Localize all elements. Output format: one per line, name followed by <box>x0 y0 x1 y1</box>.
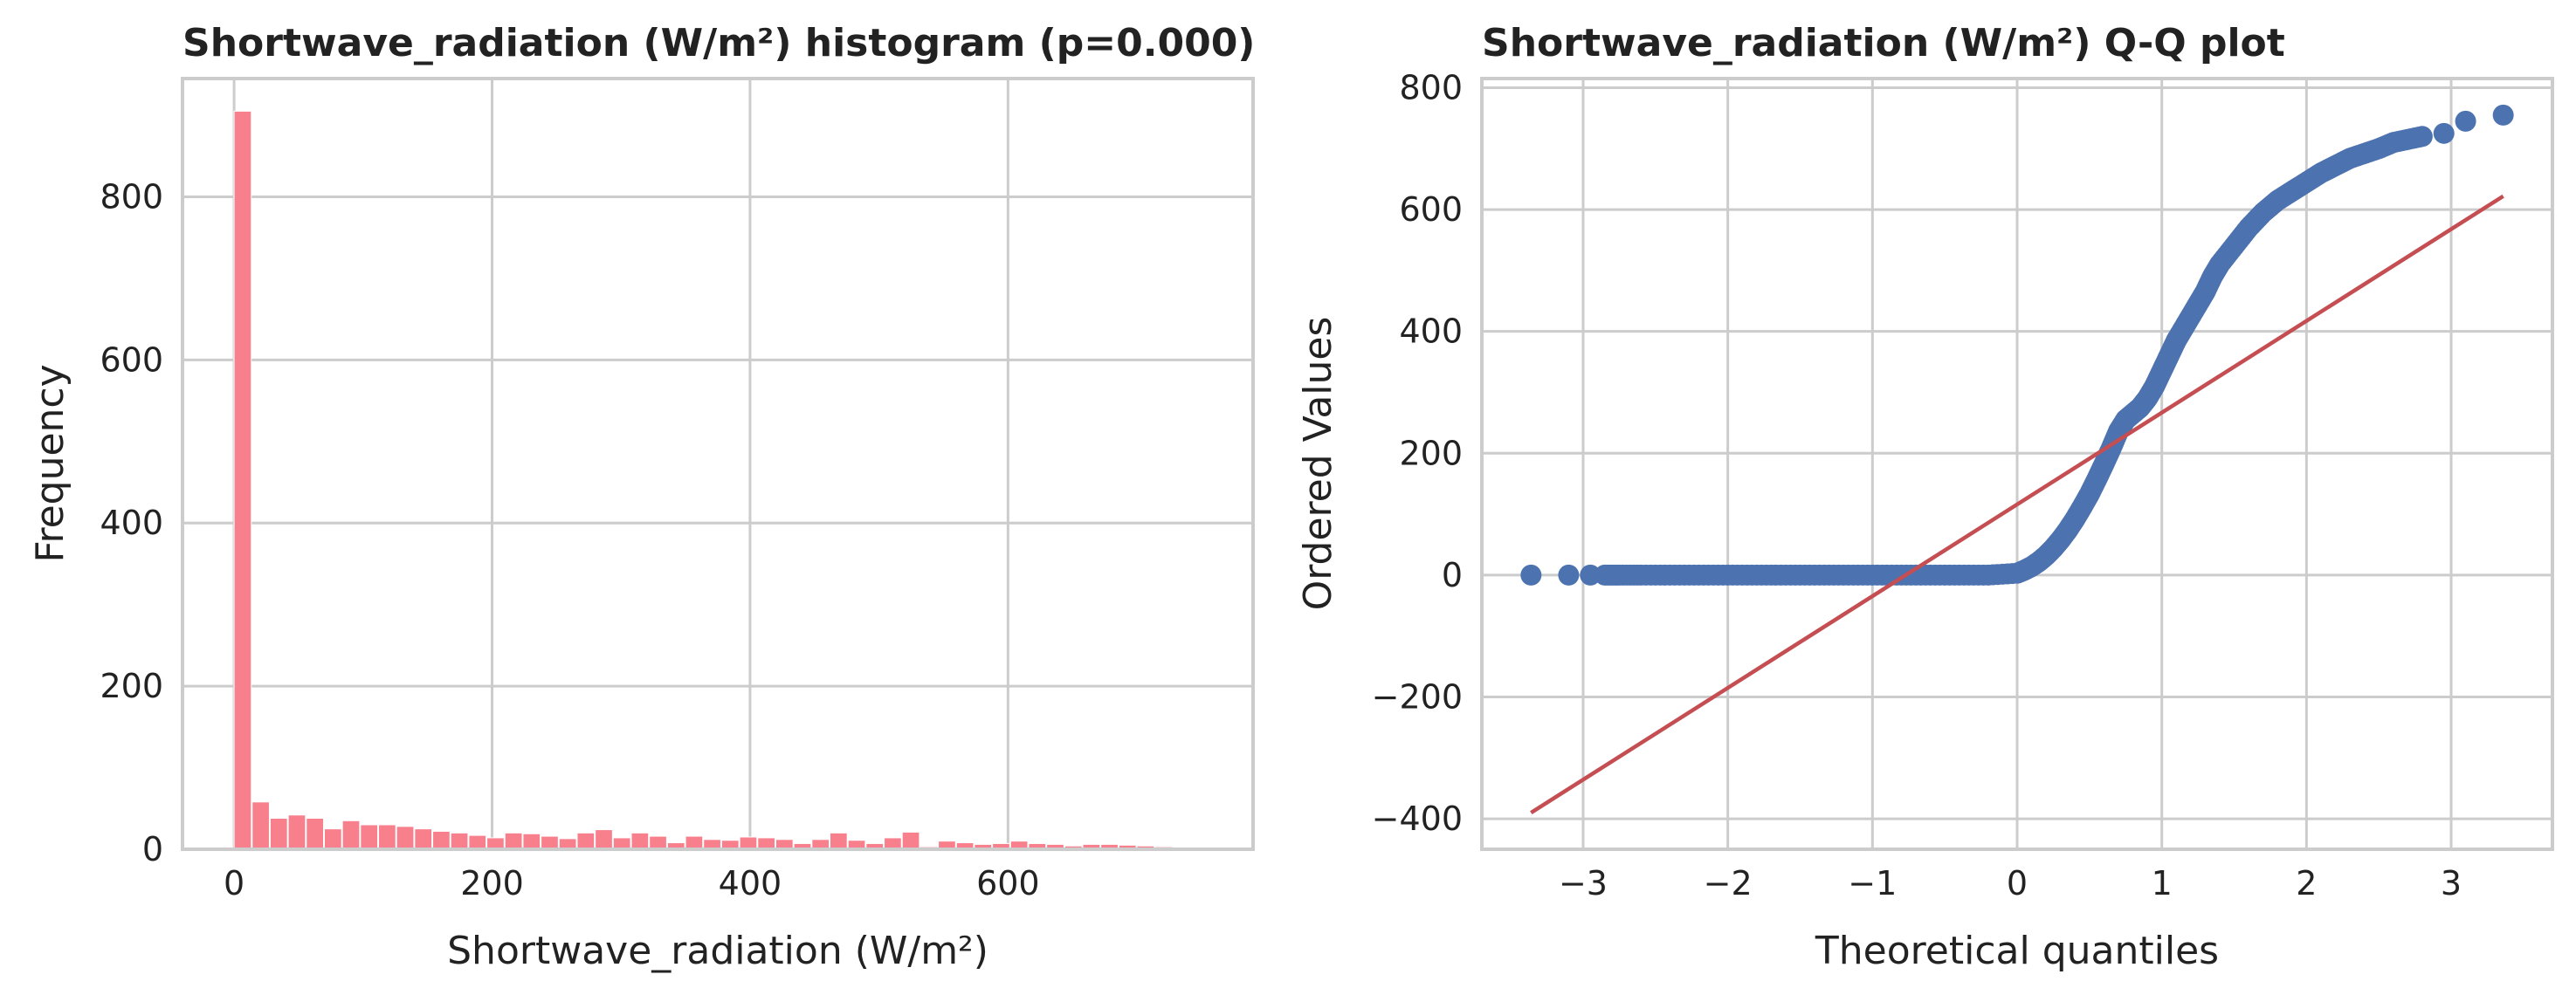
qq-x-tick-label: 1 <box>2152 864 2173 902</box>
histogram-x-ticks: 0 200 400 600 <box>224 864 1040 902</box>
histogram-bar <box>378 824 396 850</box>
histogram-bar <box>739 836 758 850</box>
qq-points <box>1520 104 2514 586</box>
qq-point <box>1580 564 1601 586</box>
qq-x-tick-label: −2 <box>1704 864 1753 902</box>
qq-y-tick-label: 400 <box>1399 312 1463 351</box>
histogram-bar <box>414 828 433 850</box>
qq-y-axis-label: Ordered Values <box>1296 317 1340 611</box>
qq-plot-frame <box>1480 77 2554 851</box>
histogram-bar <box>269 817 288 850</box>
histogram-bars <box>233 110 1173 850</box>
qq-point <box>1558 564 1580 586</box>
histogram-bar <box>576 832 596 850</box>
qq-point <box>2492 104 2514 126</box>
histogram-y-tick-label: 0 <box>142 830 163 868</box>
histogram-bar <box>685 835 704 850</box>
histogram-x-tick-label: 600 <box>976 864 1040 902</box>
qq-y-tick-label: −200 <box>1372 677 1463 716</box>
histogram-bar <box>649 835 667 850</box>
histogram-y-ticks: 0 200 400 600 800 <box>100 177 163 868</box>
histogram-bar <box>541 835 559 850</box>
histogram-bar <box>450 832 469 850</box>
histogram-y-tick-label: 800 <box>100 177 163 216</box>
qq-title: Shortwave_radiation (W/m²) Q-Q plot <box>1482 21 2285 65</box>
qq-panel: Shortwave_radiation (W/m²) Q-Q plot −3 −2… <box>1296 21 2554 973</box>
qq-y-tick-label: 200 <box>1399 434 1463 472</box>
qq-x-tick-label: −3 <box>1559 864 1608 902</box>
histogram-plot-frame <box>181 77 1255 851</box>
histogram-bar <box>251 801 270 850</box>
histogram-bar <box>595 829 613 850</box>
qq-y-ticks: −400 −200 0 200 400 600 800 <box>1372 68 1463 838</box>
histogram-bar <box>468 834 487 850</box>
qq-x-tick-label: 0 <box>2007 864 2028 902</box>
histogram-bar <box>630 832 650 850</box>
qq-y-tick-label: 600 <box>1399 190 1463 229</box>
histogram-grid <box>183 79 1253 851</box>
qq-grid <box>1482 79 2552 849</box>
qq-y-tick-label: 800 <box>1399 68 1463 106</box>
qq-x-tick-label: 2 <box>2296 864 2317 902</box>
qq-y-tick-label: 0 <box>1442 556 1463 594</box>
histogram-bar <box>233 110 252 850</box>
histogram-bar <box>287 814 307 850</box>
histogram-bar <box>360 824 379 850</box>
qq-x-tick-label: 3 <box>2441 864 2462 902</box>
histogram-x-tick-label: 200 <box>460 864 524 902</box>
histogram-bar <box>522 833 541 850</box>
qq-x-tick-label: −1 <box>1848 864 1897 902</box>
histogram-x-tick-label: 400 <box>719 864 782 902</box>
histogram-bar <box>901 831 920 850</box>
qq-point <box>1520 564 1542 586</box>
histogram-bar <box>341 820 361 850</box>
qq-point <box>2433 122 2455 144</box>
histogram-y-tick-label: 200 <box>100 667 163 705</box>
histogram-x-tick-label: 0 <box>224 864 245 902</box>
histogram-bar <box>306 817 324 850</box>
histogram-y-axis-label: Frequency <box>28 364 72 562</box>
histogram-y-tick-label: 600 <box>100 340 163 379</box>
histogram-panel: Shortwave_radiation (W/m²) histogram (p=… <box>28 21 1255 973</box>
histogram-bar <box>396 826 415 850</box>
qq-y-tick-label: −400 <box>1372 800 1463 838</box>
qq-point <box>2455 110 2476 132</box>
histogram-bar <box>504 832 523 850</box>
qq-x-ticks: −3 −2 −1 0 1 2 3 <box>1559 864 2462 902</box>
histogram-y-tick-label: 400 <box>100 504 163 542</box>
histogram-bar <box>432 830 451 850</box>
histogram-bar <box>830 832 848 850</box>
qq-x-axis-label: Theoretical quantiles <box>1815 929 2219 973</box>
histogram-title: Shortwave_radiation (W/m²) histogram (p=… <box>183 21 1255 65</box>
histogram-x-axis-label: Shortwave_radiation (W/m²) <box>447 929 988 973</box>
qq-point <box>2411 126 2433 148</box>
qq-fit-line-group <box>1530 194 2504 815</box>
histogram-bar <box>323 828 342 850</box>
qq-fit-line <box>1530 194 2504 815</box>
